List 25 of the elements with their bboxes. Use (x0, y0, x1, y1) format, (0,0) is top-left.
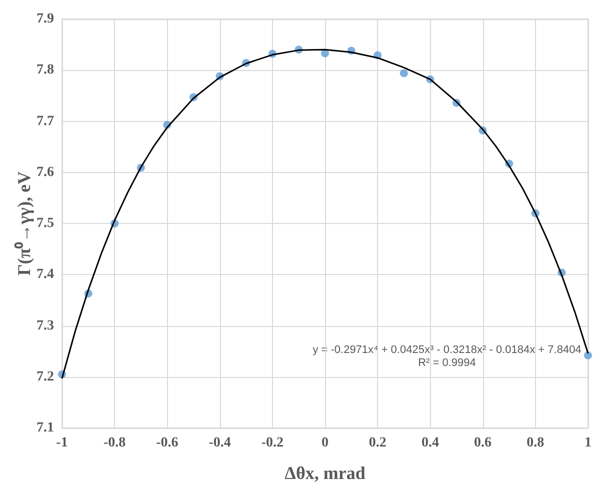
x-tick-label: -0.6 (156, 436, 178, 450)
x-tick-label: -1 (56, 436, 68, 450)
y-tick-label: 7.5 (36, 216, 54, 231)
y-tick-label: 7.2 (36, 369, 54, 384)
point (584, 351, 592, 360)
y-tick-label: 7.1 (36, 420, 54, 436)
x-tick-label: -0.2 (261, 436, 284, 450)
x-tick-label: 0.6 (474, 436, 492, 450)
y-axis-title: Γ(π⁰→γγ), eV (14, 171, 34, 276)
y-tick-label: 7.8 (36, 62, 54, 78)
x-tick-label: 0 (322, 436, 328, 450)
annotation: R² = 0.9994 (418, 357, 476, 369)
x-axis-title: Δθx, mrad (284, 463, 366, 483)
x-tick-label: 0.4 (421, 436, 439, 450)
x-tick-label: -0.4 (208, 436, 231, 450)
x-tick-label: 1 (584, 436, 592, 450)
y-tick-label: 7.4 (36, 267, 54, 282)
x-tick-label: -0.8 (104, 436, 126, 450)
x-tick-label: 0.8 (526, 436, 544, 450)
y-tick-label: 7.3 (36, 318, 54, 334)
point (400, 69, 408, 78)
x-tick-label: 0.2 (368, 436, 386, 450)
y-tick-label: 7.9 (36, 12, 54, 26)
y-tick-label: 7.6 (36, 164, 54, 180)
y-tick-label: 7.7 (36, 114, 54, 129)
